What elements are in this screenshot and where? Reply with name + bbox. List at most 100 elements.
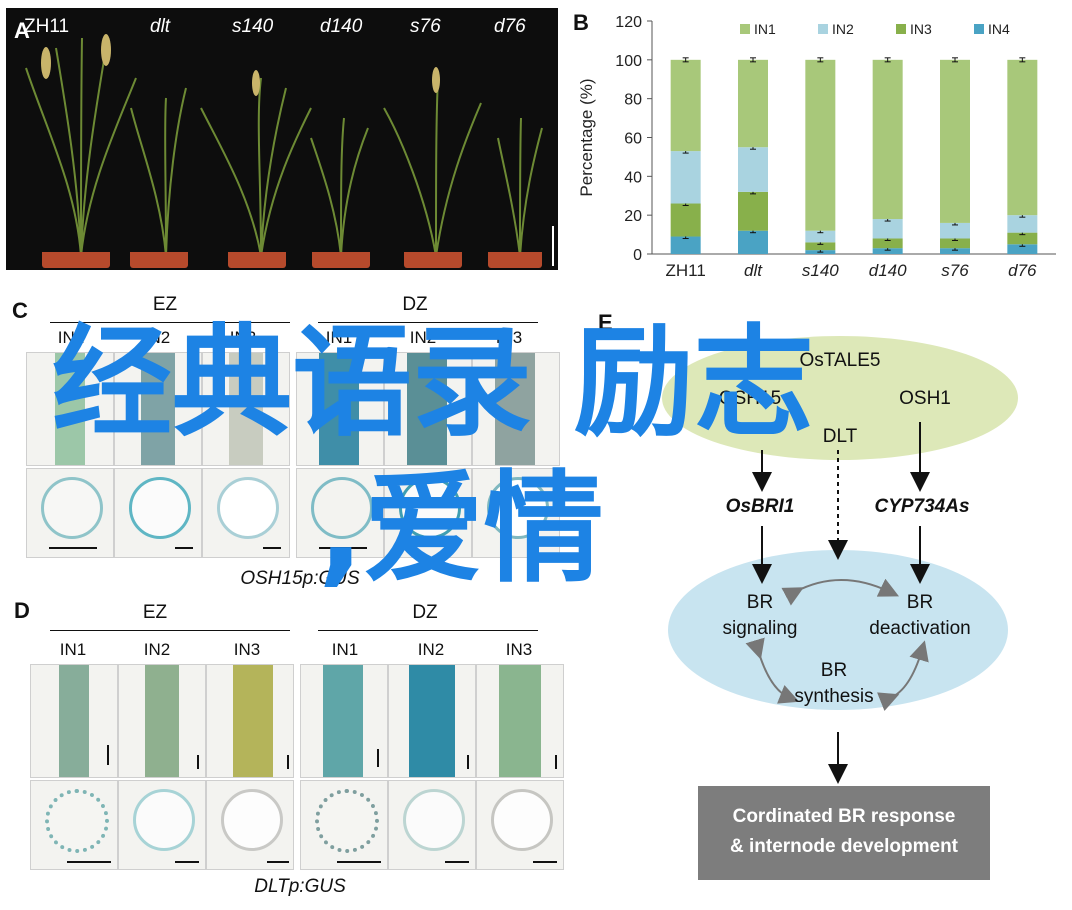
- plant-label-dlt: dlt: [150, 16, 171, 37]
- pot: [130, 252, 188, 268]
- plant-label-zh11: ZH11: [24, 16, 70, 37]
- br-signaling-label: BR signaling: [722, 592, 798, 639]
- complex-bottom-label: DLT: [822, 426, 858, 447]
- bar-segment: [1007, 59, 1038, 216]
- br-deactivation-label: BR deactivation: [869, 592, 971, 639]
- zone-ez-label: EZ: [152, 294, 178, 315]
- y-tick-label: 60: [624, 131, 642, 148]
- complex-ellipse: [662, 336, 1018, 460]
- internode-label: IN3: [505, 640, 533, 659]
- ez-bracket-line: [50, 630, 290, 631]
- panel-e-letter: E: [598, 310, 613, 335]
- plant-silhouettes: [25, 34, 554, 266]
- internode-label: IN3: [233, 640, 261, 659]
- section-tile: [472, 352, 560, 466]
- bar-segment: [1007, 232, 1038, 245]
- bar-segment: [872, 248, 903, 254]
- response-box: Cordinated BR response & internode devel…: [698, 786, 990, 880]
- legend-swatch: [974, 24, 984, 34]
- x-tick-label: d140: [869, 261, 907, 280]
- pot: [404, 252, 462, 268]
- section-tile: [388, 664, 476, 778]
- plant-label-s140: s140: [232, 16, 274, 37]
- y-tick-label: 0: [633, 247, 642, 264]
- internode-label: IN1: [331, 640, 359, 659]
- pot: [42, 252, 110, 268]
- x-tick-label: d76: [1008, 261, 1037, 280]
- zone-dz-label: DZ: [412, 602, 438, 623]
- cross-section-tile: [26, 468, 114, 558]
- internode-label: IN3: [495, 328, 523, 347]
- br-synthesis-label: BR synthesis: [794, 660, 874, 707]
- cross-section-tile: [206, 780, 294, 870]
- bar-segment: [738, 59, 768, 148]
- section-tile: [296, 352, 384, 466]
- bar-segment: [738, 191, 768, 231]
- zone-dz-label: DZ: [402, 294, 428, 315]
- overlay-title-line2: ,爱情: [318, 460, 604, 599]
- x-tick-label: ZH11: [666, 261, 706, 280]
- plant-photo: [6, 8, 558, 270]
- internode-label: IN3: [229, 328, 257, 347]
- y-tick-label: 80: [624, 92, 642, 109]
- bar-segment: [670, 203, 701, 237]
- dz-bracket-line: [318, 630, 538, 631]
- panel-a-letter: A: [14, 18, 30, 43]
- bar-segment: [670, 59, 701, 152]
- section-tile: [476, 664, 564, 778]
- panel-c-letter: C: [12, 298, 28, 323]
- cross-section-tile: [476, 780, 564, 870]
- panel-b-letter: B: [573, 10, 589, 35]
- panel-d-caption: DLTp:GUS: [254, 876, 346, 897]
- bar-segment: [940, 248, 970, 254]
- section-tile: [118, 664, 206, 778]
- complex-top-label: OsTALE5: [799, 350, 881, 371]
- internode-label: IN1: [325, 328, 353, 347]
- panel-d-letter: D: [14, 598, 30, 623]
- complex-left-label: OSH15: [718, 388, 782, 409]
- y-tick-label: 20: [624, 208, 642, 225]
- dz-bracket-line: [318, 322, 538, 323]
- bar-segment: [872, 219, 903, 239]
- section-tile: [202, 352, 290, 466]
- bar-segment: [805, 230, 836, 243]
- internode-label: IN1: [59, 640, 87, 659]
- target-cyp734as: CYP734As: [874, 496, 970, 517]
- cross-section-tile: [114, 468, 202, 558]
- legend-label: IN4: [988, 21, 1010, 37]
- bar-segment: [805, 59, 836, 231]
- cross-section-tile: [30, 780, 118, 870]
- y-tick-label: 40: [624, 169, 642, 186]
- section-tile: [26, 352, 114, 466]
- cross-section-tile: [296, 468, 384, 558]
- internode-label: IN2: [143, 640, 171, 659]
- bar-segment: [872, 238, 903, 249]
- bar-segment: [1007, 215, 1038, 233]
- bar-segment: [738, 230, 768, 254]
- stacked-bar-chart: 0 20 40 60 80 100 120 Percentage (%) IN1 IN2 IN3 IN…: [577, 14, 1056, 280]
- legend-label: IN2: [832, 21, 854, 37]
- internode-label: IN1: [57, 328, 85, 347]
- plant-label-d140: d140: [320, 16, 363, 37]
- bar-segment: [670, 151, 701, 204]
- internode-label: IN2: [143, 328, 171, 347]
- bar-segment: [940, 222, 970, 239]
- legend-label: IN3: [910, 21, 932, 37]
- section-tile: [30, 664, 118, 778]
- pot: [312, 252, 370, 268]
- panel-c-caption: OSH15p:GUS: [240, 568, 360, 589]
- cross-section-tile: [118, 780, 206, 870]
- bar-segment: [1007, 244, 1038, 254]
- ez-bracket-line: [50, 322, 290, 323]
- internode-label: IN2: [409, 328, 437, 347]
- complex-right-label: OSH1: [899, 388, 951, 409]
- y-tick-label: 120: [615, 14, 642, 31]
- y-tick-label: 100: [615, 53, 642, 70]
- overlay-title-line1: 经典语录 励志: [52, 314, 814, 453]
- cross-section-tile: [388, 780, 476, 870]
- pot: [488, 252, 542, 268]
- plant-label-s76: s76: [410, 16, 441, 37]
- bar-segment: [872, 59, 903, 220]
- bar-segment: [940, 238, 970, 249]
- section-tile: [206, 664, 294, 778]
